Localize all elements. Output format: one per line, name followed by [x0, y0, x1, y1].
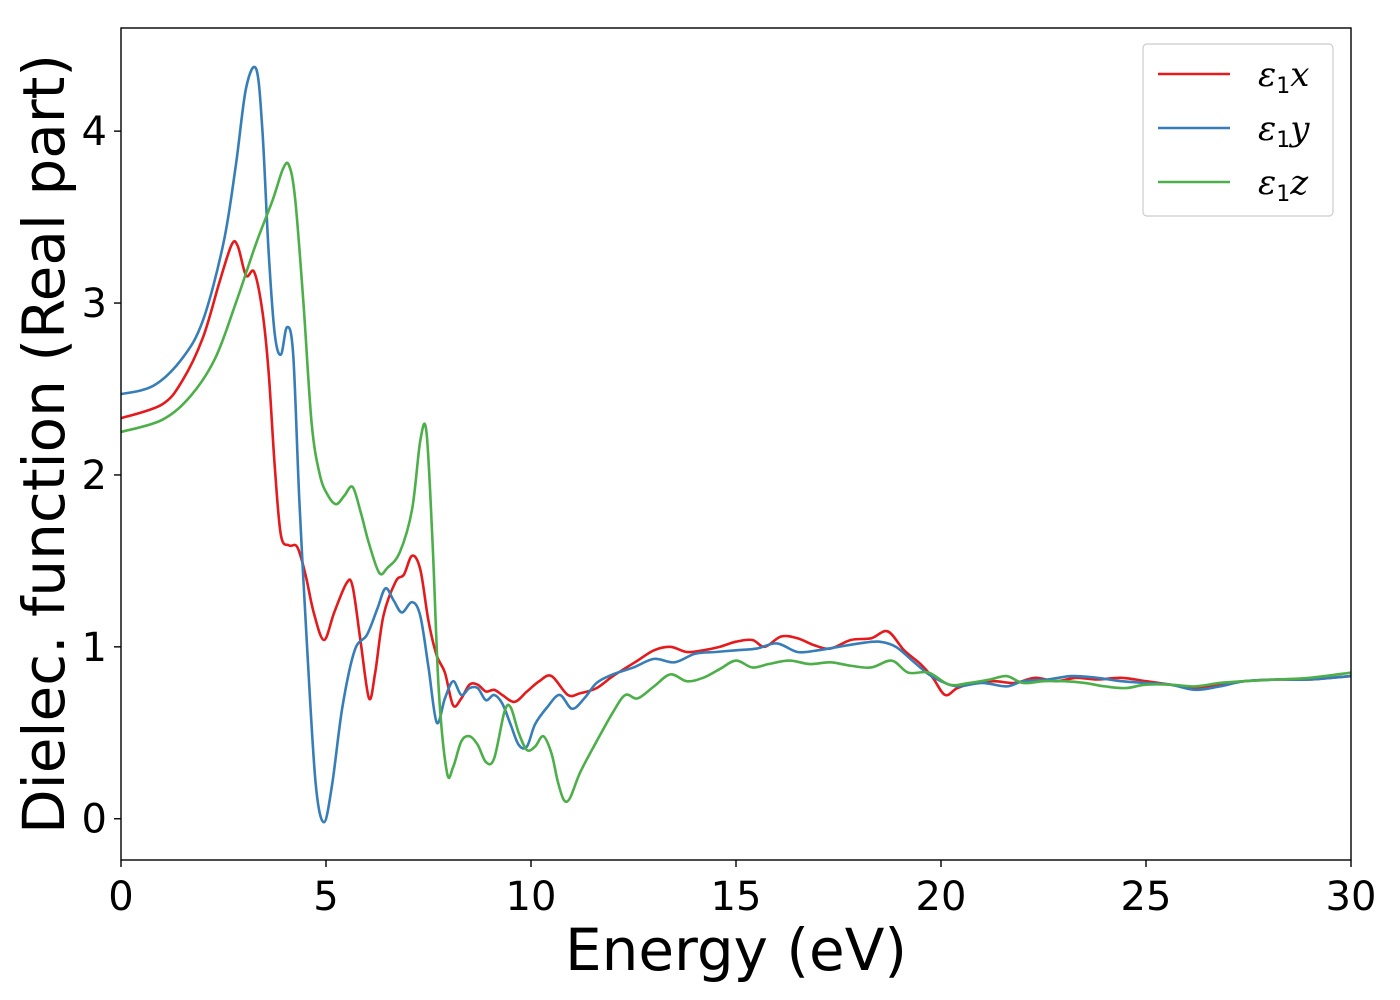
y-tick-label: 3 [82, 281, 107, 327]
x-tick-label: 25 [1121, 874, 1172, 920]
series-line-x [121, 239, 1351, 708]
series-line-y [121, 65, 1351, 824]
x-tick-label: 5 [313, 874, 338, 920]
x-tick-label: 20 [916, 874, 967, 920]
legend-label-y: ε1y [1258, 109, 1310, 153]
y-axis-title: Dielec. function (Real part) [10, 54, 78, 834]
x-tick-label: 0 [108, 874, 133, 920]
y-tick-label: 4 [82, 109, 107, 155]
y-tick-label: 0 [82, 797, 107, 843]
legend-box [1142, 43, 1334, 217]
x-axis-title: Energy (eV) [565, 916, 907, 984]
legend-label-z: ε1z [1258, 163, 1309, 207]
legend-label-x: ε1x [1258, 55, 1309, 99]
x-tick-label: 10 [506, 874, 557, 920]
x-tick-label: 15 [711, 874, 762, 920]
x-tick-label: 30 [1326, 874, 1377, 920]
series-line-z [121, 161, 1351, 804]
legend: ε1x ε1y ε1z [1142, 43, 1334, 217]
y-axis-ticks: 0 1 2 3 4 [82, 109, 121, 843]
y-tick-label: 2 [82, 453, 107, 499]
series-layer [121, 65, 1351, 824]
x-axis-ticks: 0 5 10 15 20 25 30 [108, 860, 1376, 920]
y-tick-label: 1 [82, 625, 107, 671]
